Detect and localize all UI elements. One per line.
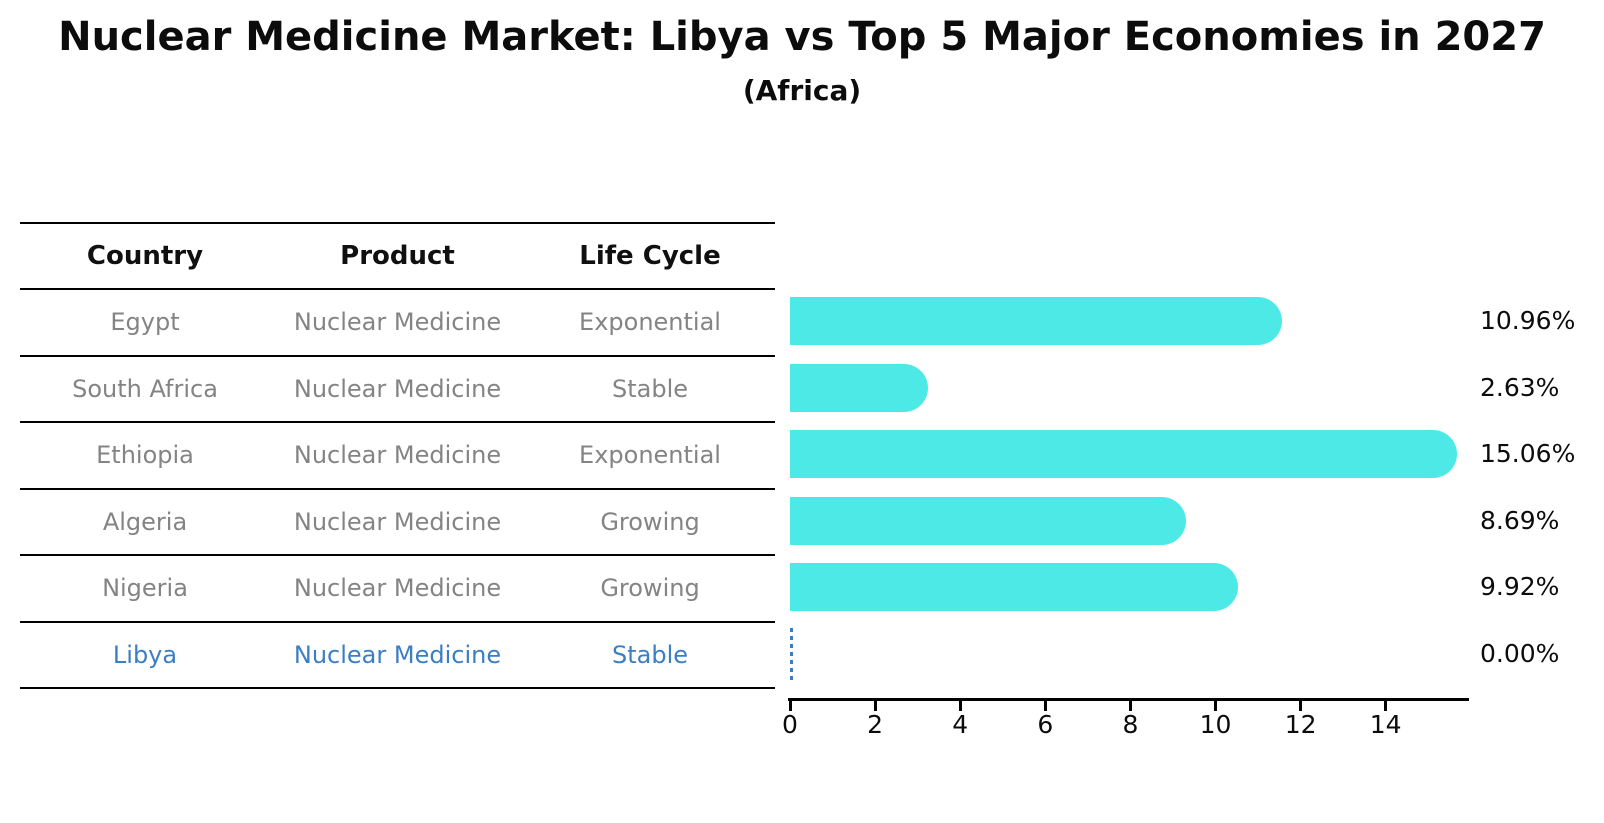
- cell-life-cycle: Growing: [600, 574, 700, 603]
- cell-product: Nuclear Medicine: [293, 640, 502, 669]
- cell-life-cycle: Stable: [611, 640, 689, 669]
- x-tick-mark: [788, 701, 792, 711]
- bar-egypt: [790, 297, 1283, 346]
- x-tick-label: 10: [1199, 710, 1232, 739]
- cell-product: Nuclear Medicine: [293, 441, 502, 470]
- bar-ethiopia: [790, 430, 1457, 479]
- x-tick-mark: [1128, 701, 1132, 711]
- x-tick-mark: [1299, 701, 1303, 711]
- cell-country: Egypt: [110, 308, 180, 337]
- country-table: Country Product Life Cycle Egypt Nuclear…: [20, 222, 775, 689]
- column-header-life-cycle: Life Cycle: [579, 241, 721, 271]
- cell-country: South Africa: [72, 374, 218, 403]
- chart-subtitle: (Africa): [742, 74, 862, 107]
- bar-algeria: [790, 496, 1186, 545]
- table-row: Nigeria Nuclear Medicine Growing: [20, 556, 775, 623]
- x-tick-mark: [1043, 701, 1047, 711]
- cell-country: Ethiopia: [96, 441, 194, 470]
- cell-life-cycle: Growing: [600, 507, 700, 536]
- cell-product: Nuclear Medicine: [293, 507, 502, 536]
- chart-title: Nuclear Medicine Market: Libya vs Top 5 …: [58, 14, 1546, 60]
- x-tick-mark: [873, 701, 877, 711]
- table-row: Ethiopia Nuclear Medicine Exponential: [20, 423, 775, 490]
- table-row: Algeria Nuclear Medicine Growing: [20, 490, 775, 556]
- cell-life-cycle: Stable: [611, 374, 689, 403]
- x-tick-label: 12: [1284, 710, 1317, 739]
- value-label: 8.69%: [1480, 505, 1560, 535]
- cell-country: Libya: [112, 640, 178, 669]
- table-row-highlighted-libya: Libya Nuclear Medicine Stable: [20, 623, 775, 689]
- x-axis-line: [788, 698, 1469, 701]
- bar-libya-zero-marker: [790, 627, 793, 680]
- cell-product: Nuclear Medicine: [293, 308, 502, 337]
- value-label: 2.63%: [1480, 372, 1560, 402]
- value-label: 9.92%: [1480, 572, 1560, 602]
- table-row: Egypt Nuclear Medicine Exponential: [20, 290, 775, 357]
- x-tick-mark: [1384, 701, 1388, 711]
- value-label: 0.00%: [1480, 638, 1560, 668]
- table-row: South Africa Nuclear Medicine Stable: [20, 357, 775, 423]
- value-label: 10.96%: [1480, 306, 1576, 336]
- cell-country: Algeria: [102, 507, 188, 536]
- bar-south-africa: [790, 363, 928, 412]
- cell-product: Nuclear Medicine: [293, 574, 502, 603]
- x-tick-label: 14: [1369, 710, 1402, 739]
- cell-life-cycle: Exponential: [579, 308, 721, 337]
- x-tick-mark: [958, 701, 962, 711]
- x-tick-label: 2: [867, 710, 884, 739]
- x-tick-label: 0: [782, 710, 798, 739]
- value-label: 15.06%: [1480, 439, 1576, 469]
- x-tick-label: 6: [1037, 710, 1054, 739]
- x-tick-label: 8: [1122, 710, 1139, 739]
- cell-country: Nigeria: [102, 574, 188, 603]
- bar-nigeria: [790, 563, 1239, 612]
- cell-product: Nuclear Medicine: [293, 374, 502, 403]
- column-header-country: Country: [86, 241, 204, 271]
- table-header-row: Country Product Life Cycle: [20, 224, 775, 290]
- x-tick-label: 4: [952, 710, 969, 739]
- x-tick-mark: [1214, 701, 1217, 711]
- column-header-product: Product: [340, 241, 455, 271]
- cell-life-cycle: Exponential: [579, 441, 721, 470]
